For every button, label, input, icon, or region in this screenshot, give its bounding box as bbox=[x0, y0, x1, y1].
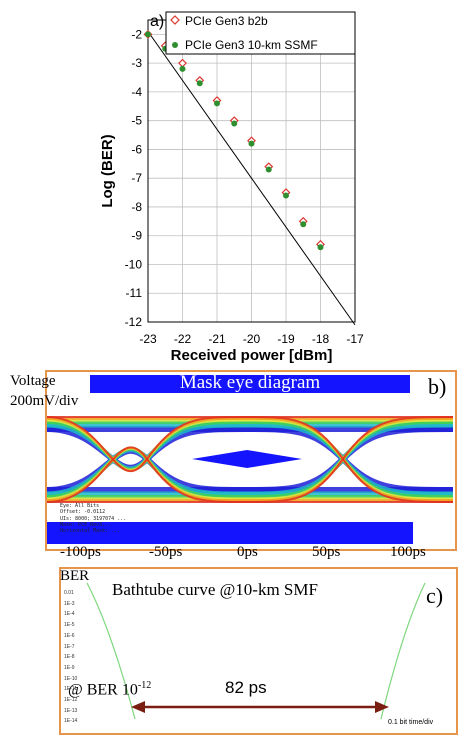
time-tick-label: 50ps bbox=[312, 544, 341, 560]
ber-level-prefix: @ BER 10 bbox=[68, 681, 138, 699]
bathtub-right-edge bbox=[380, 582, 426, 720]
eye-mask-bottom bbox=[47, 522, 413, 544]
voltage-label: Voltage bbox=[10, 373, 56, 389]
ssmf-point bbox=[265, 166, 272, 173]
y-tick-label: -6 bbox=[131, 142, 142, 156]
bathtub-ytick: 0.01 bbox=[64, 590, 74, 596]
legend-b2b-label: PCIe Gen3 b2b bbox=[185, 14, 268, 28]
bathtub-ytick: 1E-4 bbox=[64, 611, 75, 618]
ber-chart: -23 -22 -21 -20 -19 -18 -17 -2 -3 -4 -5 -6 -7 -8 -9 -10… bbox=[99, 11, 364, 364]
x-tick-label: -17 bbox=[346, 332, 364, 346]
bathtub-ylabel: BER bbox=[60, 568, 90, 584]
legend-box bbox=[165, 11, 356, 55]
time-tick-label: 0ps bbox=[237, 544, 258, 560]
panel-b-label: b) bbox=[428, 374, 447, 399]
eye-diagram bbox=[47, 416, 453, 544]
eye-info-line: Offset: -0.0112 bbox=[60, 509, 106, 516]
bathtub-title: Bathtube curve @10-km SMF bbox=[112, 580, 318, 599]
eye-info-line: Eye: All Bits bbox=[60, 503, 100, 509]
eye-info-line: Mask: PCE_Rev3... bbox=[60, 521, 112, 528]
y-tick-label: -3 bbox=[131, 56, 142, 70]
y-tick-label: -4 bbox=[131, 85, 142, 99]
legend-b2b-marker bbox=[170, 15, 180, 25]
y-tick-label: -10 bbox=[125, 257, 143, 271]
time-scale-label: 0.1 bit time/div bbox=[388, 719, 434, 726]
ber-level-exponent: -12 bbox=[137, 680, 152, 691]
ssmf-point bbox=[317, 244, 324, 251]
eye-width-arrow-right-head bbox=[375, 701, 389, 713]
y-tick-label: -5 bbox=[131, 114, 142, 128]
mask-title-bar bbox=[90, 375, 410, 393]
x-tick-label: -19 bbox=[277, 332, 295, 346]
eye-mask-diamond bbox=[192, 450, 302, 468]
x-tick-label: -23 bbox=[139, 332, 157, 346]
ssmf-point bbox=[214, 100, 220, 107]
x-tick-label: -20 bbox=[243, 332, 261, 346]
ssmf-point bbox=[179, 65, 186, 72]
bathtub-ytick: 1E-3 bbox=[64, 600, 75, 607]
ssmf-point bbox=[231, 120, 238, 127]
bathtub-left-edge bbox=[86, 582, 136, 720]
bathtub-ytick: 1E-14 bbox=[64, 718, 78, 725]
ssmf-point bbox=[145, 31, 151, 38]
bathtub-yticks: 0.01 1E-3 1E-4 1E-5 1E-6 1E-7 1E-8 1E-9 … bbox=[64, 588, 77, 727]
legend-ssmf-marker bbox=[172, 42, 178, 48]
bathtub-ytick: 1E-7 bbox=[64, 643, 75, 650]
bathtub-ytick: 1E-9 bbox=[64, 664, 75, 671]
ber-level-label: @ BER 10-12 bbox=[68, 680, 151, 699]
bathtub-ytick: 1E-11 bbox=[64, 686, 77, 693]
y-tick-label: -7 bbox=[131, 171, 142, 185]
y-tick-label: -8 bbox=[131, 200, 142, 214]
bathtub-ytick: 1E-13 bbox=[64, 707, 78, 714]
x-tick-label: -18 bbox=[312, 332, 330, 346]
x-tick-label: -21 bbox=[208, 332, 226, 346]
eye-width-arrow-left-head bbox=[131, 701, 145, 713]
y-tick-label: -9 bbox=[131, 229, 142, 243]
bathtub-ytick: 1E-12 bbox=[64, 697, 78, 704]
voltage-scale-label: 200mV/div bbox=[10, 393, 79, 409]
bathtub-ytick: 1E-8 bbox=[64, 654, 75, 661]
ssmf-point bbox=[283, 192, 289, 199]
time-tick-label: -100ps bbox=[60, 544, 101, 560]
x-axis-title: Received power [dBm] bbox=[171, 347, 333, 364]
panel-c-label: c) bbox=[426, 583, 444, 608]
panel-a-label: a) bbox=[150, 13, 164, 30]
eye-info-line: UIs: 8000; 3197074 ... bbox=[60, 515, 127, 522]
ssmf-point bbox=[248, 140, 255, 147]
mask-title: Mask eye diagram bbox=[179, 372, 321, 393]
bathtub-ytick: 1E-10 bbox=[64, 675, 78, 682]
bathtub-curve bbox=[86, 582, 426, 720]
eye-info-line: Horizontal Mask: ... bbox=[60, 528, 121, 535]
time-tick-label: 100ps bbox=[390, 544, 426, 560]
bathtub-ytick: 1E-5 bbox=[64, 622, 75, 629]
y-tick-label: -11 bbox=[126, 286, 143, 300]
y-tick-label: -12 bbox=[125, 315, 143, 329]
eye-info-box: Eye: All Bits Offset: -0.0112 UIs: 8000;… bbox=[60, 503, 126, 534]
y-axis-title: Log (BER) bbox=[99, 134, 116, 207]
ssmf-point bbox=[196, 80, 203, 87]
time-tick-label: -50ps bbox=[149, 544, 183, 560]
ssmf-point bbox=[300, 221, 307, 228]
legend-ssmf-label: PCIe Gen3 10-km SSMF bbox=[185, 38, 318, 52]
y-tick-label: -2 bbox=[131, 27, 142, 41]
eye-width-label: 82 ps bbox=[225, 678, 267, 697]
fit-line bbox=[147, 31, 356, 326]
bathtub-ytick: 1E-6 bbox=[64, 632, 75, 639]
x-tick-label: -22 bbox=[174, 332, 192, 346]
